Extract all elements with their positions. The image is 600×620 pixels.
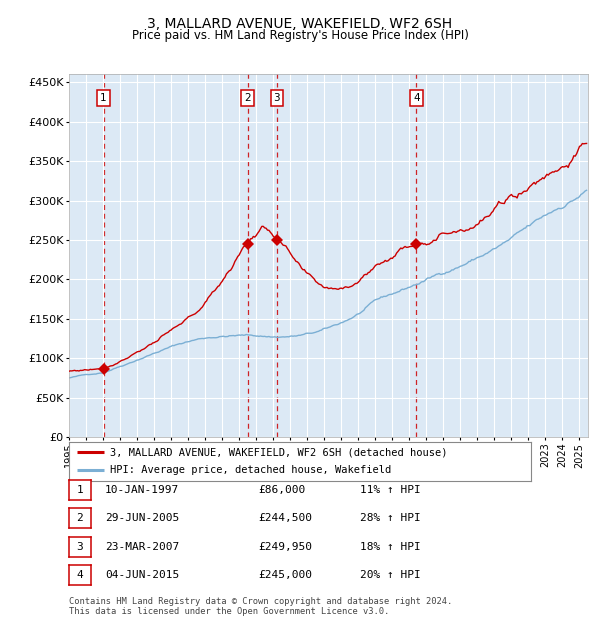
Text: 23-MAR-2007: 23-MAR-2007 — [105, 542, 179, 552]
Text: 11% ↑ HPI: 11% ↑ HPI — [360, 485, 421, 495]
Text: 28% ↑ HPI: 28% ↑ HPI — [360, 513, 421, 523]
Text: 3: 3 — [76, 542, 83, 552]
Text: HPI: Average price, detached house, Wakefield: HPI: Average price, detached house, Wake… — [110, 465, 391, 475]
Text: Contains HM Land Registry data © Crown copyright and database right 2024.: Contains HM Land Registry data © Crown c… — [69, 597, 452, 606]
Text: 4: 4 — [413, 93, 420, 103]
Text: This data is licensed under the Open Government Licence v3.0.: This data is licensed under the Open Gov… — [69, 607, 389, 616]
Text: 20% ↑ HPI: 20% ↑ HPI — [360, 570, 421, 580]
Text: 4: 4 — [76, 570, 83, 580]
Text: 29-JUN-2005: 29-JUN-2005 — [105, 513, 179, 523]
Text: 3: 3 — [274, 93, 280, 103]
Text: 1: 1 — [76, 485, 83, 495]
Text: 2: 2 — [244, 93, 251, 103]
Text: £249,950: £249,950 — [258, 542, 312, 552]
Text: 3, MALLARD AVENUE, WAKEFIELD, WF2 6SH: 3, MALLARD AVENUE, WAKEFIELD, WF2 6SH — [148, 17, 452, 32]
Text: Price paid vs. HM Land Registry's House Price Index (HPI): Price paid vs. HM Land Registry's House … — [131, 29, 469, 42]
Text: 1: 1 — [100, 93, 107, 103]
Text: £86,000: £86,000 — [258, 485, 305, 495]
Text: 3, MALLARD AVENUE, WAKEFIELD, WF2 6SH (detached house): 3, MALLARD AVENUE, WAKEFIELD, WF2 6SH (d… — [110, 448, 447, 458]
Text: £245,000: £245,000 — [258, 570, 312, 580]
Text: 10-JAN-1997: 10-JAN-1997 — [105, 485, 179, 495]
Text: 18% ↑ HPI: 18% ↑ HPI — [360, 542, 421, 552]
Text: £244,500: £244,500 — [258, 513, 312, 523]
Text: 2: 2 — [76, 513, 83, 523]
Text: 04-JUN-2015: 04-JUN-2015 — [105, 570, 179, 580]
